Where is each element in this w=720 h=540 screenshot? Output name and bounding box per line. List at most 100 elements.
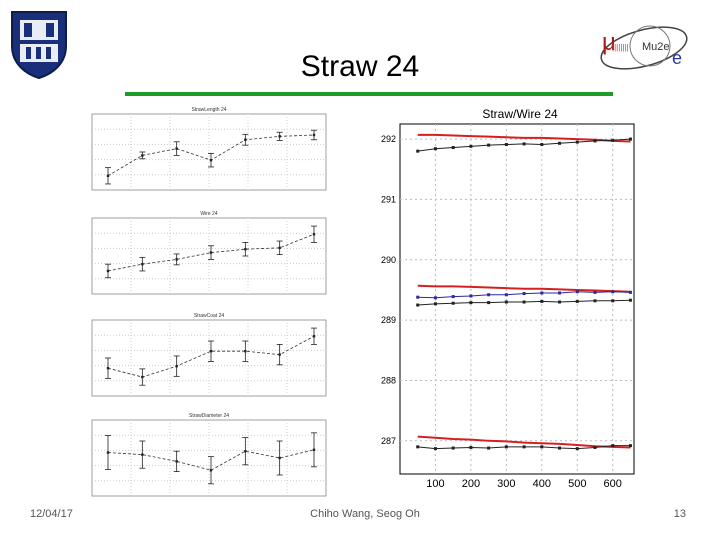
chart-title: Wire 24: [200, 211, 217, 217]
data-point: [611, 138, 615, 142]
y-tick-label: 287: [381, 436, 396, 446]
data-point: [451, 295, 455, 299]
data-point: [433, 447, 437, 451]
x-tick-label: 600: [604, 478, 622, 490]
data-point: [244, 450, 247, 453]
data-point: [504, 300, 508, 304]
data-point: [141, 453, 144, 456]
data-point: [487, 293, 491, 297]
y-tick-label: 288: [381, 375, 396, 385]
data-point: [141, 154, 144, 157]
x-tick-label: 500: [568, 478, 586, 490]
data-point: [522, 142, 526, 146]
data-point: [209, 469, 213, 472]
svg-text:e: e: [672, 48, 682, 68]
data-point: [487, 301, 491, 305]
plot-frame: [399, 123, 635, 475]
data-point: [312, 133, 316, 137]
data-point: [540, 445, 544, 449]
footer-date: 12/04/17: [30, 508, 73, 520]
data-point: [244, 248, 247, 251]
data-point: [175, 258, 178, 261]
data-point: [312, 448, 316, 452]
data-point: [469, 144, 473, 148]
data-point: [540, 143, 544, 147]
data-point: [469, 445, 473, 449]
data-point: [416, 149, 420, 153]
data-point: [433, 147, 437, 151]
data-point: [278, 135, 281, 138]
data-point: [244, 138, 247, 141]
y-tick-label: 290: [381, 255, 396, 265]
data-point: [558, 446, 562, 450]
data-point: [209, 350, 213, 353]
chart-title: StrawDiameter 24: [189, 413, 229, 419]
data-point: [575, 447, 579, 451]
data-point: [504, 143, 508, 147]
title-underline: [125, 92, 613, 96]
data-point: [175, 147, 178, 150]
data-point: [593, 299, 597, 303]
data-point: [593, 290, 597, 294]
data-point: [433, 302, 437, 306]
data-point: [312, 335, 316, 338]
data-point: [209, 251, 213, 254]
mu2e-logo: μ |||||||| Mu2e e: [600, 25, 688, 70]
data-point: [558, 291, 562, 295]
data-point: [628, 298, 632, 302]
data-point: [504, 293, 508, 297]
svg-text:||||||||: ||||||||: [612, 43, 629, 52]
data-point: [558, 141, 562, 145]
series-line-2: [417, 284, 631, 293]
data-point: [106, 451, 110, 454]
x-tick-label: 100: [426, 478, 444, 490]
data-point: [416, 445, 420, 449]
slide-title: Straw 24: [300, 50, 420, 83]
straw-coat-chart: StrawCoat 24: [91, 313, 327, 397]
y-tick-label: 291: [381, 194, 396, 204]
data-point: [540, 299, 544, 303]
data-point: [575, 140, 579, 144]
data-point: [593, 445, 597, 449]
duke-shield-logo: [11, 11, 67, 80]
data-point: [451, 146, 455, 150]
data-point: [628, 444, 632, 448]
data-point: [278, 456, 281, 460]
data-point: [487, 446, 491, 450]
data-point: [106, 269, 110, 273]
data-point: [141, 375, 144, 379]
data-point: [540, 291, 544, 295]
data-point: [433, 296, 437, 300]
data-point: [611, 290, 615, 294]
chart-title: StrawLength 24: [191, 107, 226, 113]
data-point: [575, 290, 579, 294]
wire-chart: Wire 24: [91, 211, 327, 295]
data-point: [451, 301, 455, 305]
data-point: [487, 143, 491, 147]
data-point: [141, 262, 144, 266]
y-tick-label: 289: [381, 315, 396, 325]
chart-title: StrawCoat 24: [194, 313, 225, 319]
data-point: [278, 353, 281, 356]
data-point: [628, 290, 632, 294]
svg-text:μ: μ: [602, 29, 616, 56]
data-point: [611, 299, 615, 303]
data-point: [628, 137, 632, 141]
data-point: [522, 300, 526, 304]
x-tick-label: 400: [533, 478, 551, 490]
data-point: [504, 445, 508, 449]
straw-wire-24-chart: Straw/Wire 24 100 200 300 400 500 600 287 288 28…: [381, 107, 635, 490]
x-tick-label: 200: [462, 478, 480, 490]
plot-frame: [91, 217, 327, 295]
footer-author: Chiho Wang, Seog Oh: [310, 508, 420, 520]
data-point: [469, 301, 473, 305]
data-point: [278, 246, 281, 250]
data-point: [175, 460, 178, 463]
data-point: [522, 445, 526, 449]
data-point: [469, 294, 473, 298]
data-point: [106, 367, 110, 370]
data-point: [175, 364, 178, 368]
data-point: [611, 444, 615, 448]
straw-diameter-chart: StrawDiameter 24: [91, 413, 327, 497]
mu2e-logo-text: Mu2e: [642, 41, 670, 53]
